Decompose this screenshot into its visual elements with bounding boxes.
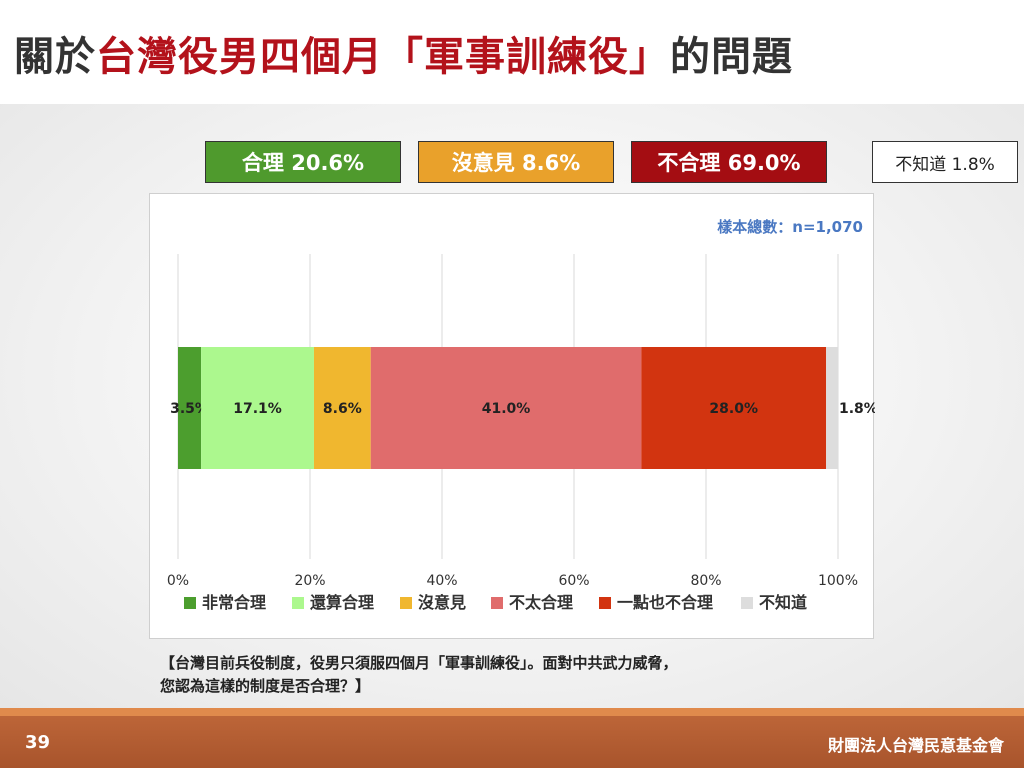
sample-size-label: 樣本總數：n=1,070 [717,218,863,236]
legend-swatch [292,597,304,609]
survey-question: 【台灣目前兵役制度，役男只須服四個月「軍事訓練役」。面對中共武力威脅， 您認為這… [160,652,678,698]
question-line-2: 您認為這樣的制度是否合理？】 [160,677,371,695]
data-label: 17.1% [233,401,282,417]
bar-segment [178,347,202,469]
summary-unknown-box: 不知道 1.8% [872,141,1018,183]
title-highlight: 台灣役男四個月「軍事訓練役」 [96,34,670,80]
x-tick-label: 80% [690,573,721,589]
summary-agree-box: 合理 20.6% [205,141,401,183]
data-label: 28.0% [709,401,758,417]
data-label: 1.8% [839,401,875,417]
x-tick-label: 60% [558,573,589,589]
title-suffix: 的問題 [670,34,793,80]
legend-label: 不知道 [759,593,807,612]
page-number: 39 [25,732,51,753]
summary-disagree-box: 不合理 69.0% [631,141,827,183]
bar-segment [201,347,314,469]
title-prefix: 關於 [14,34,96,80]
x-tick-label: 20% [294,573,325,589]
legend-swatch [599,597,611,609]
bar-segment [313,347,371,469]
legend-label: 一點也不合理 [617,593,713,612]
data-label: 3.5% [170,401,209,417]
summary-neutral-box: 沒意見 8.6% [418,141,614,183]
page-title: 關於台灣役男四個月「軍事訓練役」的問題 [14,24,793,82]
bar-segment [826,347,838,469]
bar-segment [641,347,827,469]
footer-accent [0,708,1024,716]
x-tick-label: 40% [426,573,457,589]
question-line-1: 【台灣目前兵役制度，役男只須服四個月「軍事訓練役」。面對中共武力威脅， [160,654,678,672]
title-bar: 關於台灣役男四個月「軍事訓練役」的問題 [0,0,1024,104]
data-label: 8.6% [323,401,362,417]
legend-swatch [491,597,503,609]
x-tick-label: 100% [818,573,858,589]
legend-label: 非常合理 [202,593,266,612]
legend-swatch [400,597,412,609]
stacked-bar-chart: 0% 20% 40% 60% 80% 100% 3.5% 17.1% 8.6% 41.0% 28.0… [167,254,875,612]
legend-swatch [741,597,753,609]
legend-label: 不太合理 [509,593,573,612]
footer-bar [0,708,1024,768]
data-label: 41.0% [482,401,531,417]
legend-swatch [184,597,196,609]
organization-name: 財團法人台灣民意基金會 [827,736,1004,755]
x-tick-label: 0% [167,573,189,589]
chart-panel: 樣本總數：n=1,070 0% 20% 40% 60% 80% 100% 3.5% 17.1%… [149,193,875,639]
legend-label: 還算合理 [310,593,374,612]
legend-label: 沒意見 [418,593,466,612]
bar-segment [370,347,642,469]
